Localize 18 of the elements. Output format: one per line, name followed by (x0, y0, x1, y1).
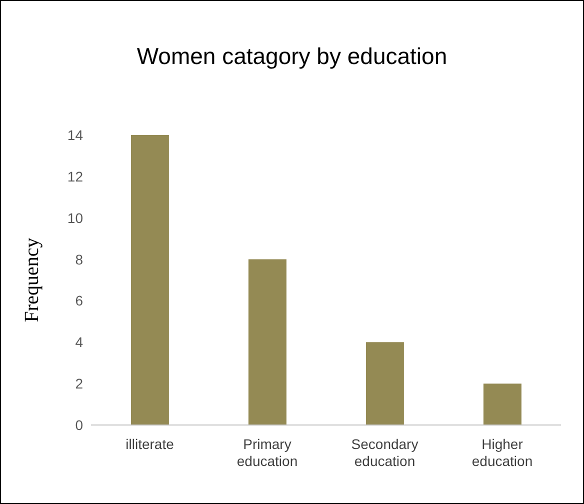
y-tick-label: 10 (67, 210, 84, 226)
chart-title: Women catagory by education (136, 43, 448, 70)
x-tick-label: Primary education (236, 436, 298, 469)
x-tick-label: illiterate (126, 436, 174, 452)
bar (130, 135, 169, 425)
y-tick-label: 4 (75, 334, 84, 350)
y-tick-label: 8 (75, 251, 84, 268)
bar (366, 342, 404, 425)
y-tick-label: 0 (75, 416, 84, 433)
y-tick-label: 14 (67, 126, 84, 143)
y-tick-label: 2 (75, 376, 84, 392)
y-tick-label: 12 (67, 168, 84, 184)
bar (483, 384, 522, 425)
y-tick-label: 6 (75, 292, 84, 309)
y-axis-title: Frequency (21, 238, 44, 322)
x-tick-label: Higher education (472, 436, 533, 469)
x-tick-label: Secondary education (351, 436, 418, 469)
bar (248, 259, 286, 425)
